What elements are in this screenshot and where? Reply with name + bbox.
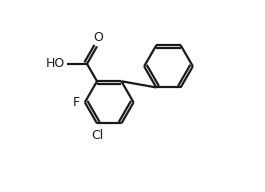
- Text: HO: HO: [46, 57, 65, 70]
- Text: O: O: [93, 31, 103, 44]
- Text: Cl: Cl: [91, 129, 103, 142]
- Text: F: F: [72, 96, 79, 109]
